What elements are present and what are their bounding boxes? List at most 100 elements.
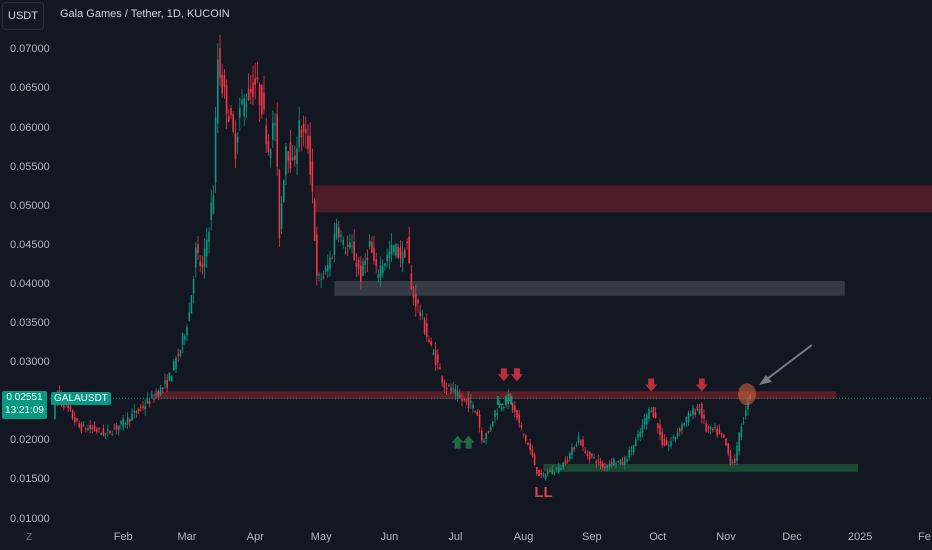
candle-body	[272, 122, 274, 140]
candle-body	[78, 423, 80, 428]
candle-body	[676, 432, 679, 437]
candle-body	[206, 239, 208, 257]
candle-body	[67, 402, 69, 409]
candle-body	[247, 89, 250, 101]
candle-body	[496, 412, 498, 416]
candle-body	[393, 245, 395, 253]
candle-body	[276, 114, 278, 167]
candle-body	[536, 467, 538, 474]
candle-body	[186, 327, 188, 336]
candle-body	[133, 410, 135, 413]
candle-body	[181, 333, 184, 346]
candle-body	[239, 107, 241, 118]
x-tick-label: Nov	[716, 531, 736, 543]
candle-body	[505, 397, 507, 404]
candle-body	[560, 467, 562, 470]
candle-body	[487, 431, 490, 433]
candle-body	[681, 424, 683, 431]
candle-body	[624, 457, 626, 466]
x-tick-label: Feb	[113, 531, 133, 543]
candle-body	[628, 450, 630, 458]
zone-resistance-main	[154, 391, 836, 400]
candle-body	[582, 439, 584, 447]
candle-body	[217, 59, 219, 124]
down-arrow-icon	[511, 368, 523, 382]
candle-body	[298, 120, 300, 147]
candle-body	[263, 92, 265, 110]
candle-body	[542, 474, 545, 476]
candle-body	[140, 406, 142, 408]
candle-body	[423, 318, 426, 334]
zones-layer	[154, 185, 932, 472]
candle-body	[230, 108, 232, 116]
candle-body	[131, 414, 133, 421]
candle-body	[318, 274, 320, 276]
down-arrow-icon	[497, 368, 510, 382]
x-tick-label: Mar	[177, 531, 197, 543]
candle-body	[434, 350, 437, 366]
candle-body	[694, 411, 696, 415]
candle-body	[529, 443, 531, 451]
candle-body	[371, 241, 373, 253]
candle-body	[538, 469, 540, 476]
candle-body	[351, 245, 353, 247]
candle-body	[575, 444, 578, 446]
candle-body	[166, 380, 168, 388]
candle-body	[683, 423, 685, 426]
candle-body	[243, 98, 245, 117]
candle-body	[261, 85, 263, 115]
candle-body	[481, 430, 483, 441]
candle-body	[410, 273, 413, 290]
zone-resistance-top	[314, 185, 932, 213]
candle-body	[632, 445, 635, 453]
candle-body	[448, 384, 450, 386]
y-tick-label: 0.06000	[10, 121, 50, 134]
y-tick-label: 0.06500	[10, 82, 50, 95]
candle-body	[327, 265, 329, 272]
candle-body	[657, 423, 659, 429]
candle-body	[157, 391, 160, 397]
candle-body	[485, 433, 487, 439]
y-tick-label: 0.01000	[10, 512, 50, 525]
candle-body	[331, 257, 333, 259]
candle-body	[571, 447, 573, 455]
candle-body	[168, 372, 171, 381]
candle-body	[608, 464, 611, 467]
candle-body	[690, 414, 692, 417]
candle-body	[228, 116, 230, 122]
candle-body	[659, 424, 661, 435]
y-tick-label: 0.04500	[10, 238, 50, 251]
candle-body	[492, 421, 494, 427]
candle-body	[338, 227, 340, 238]
candle-body	[377, 274, 380, 279]
candle-body	[126, 416, 129, 425]
candle-body	[333, 233, 336, 255]
candle-body	[476, 411, 479, 416]
candle-body	[509, 393, 512, 402]
candle-body	[463, 398, 465, 401]
candle-body	[408, 236, 410, 264]
candle-body	[461, 398, 463, 402]
candle-body	[500, 407, 503, 410]
zoom-button[interactable]: Z	[26, 532, 33, 543]
candle-body	[558, 466, 560, 473]
candle-body	[665, 439, 668, 446]
candle-body	[291, 157, 294, 161]
candle-body	[472, 404, 474, 409]
candle-body	[357, 259, 360, 270]
symbol-button[interactable]: USDT	[2, 2, 44, 30]
candle-body	[236, 137, 239, 143]
candle-body	[179, 350, 182, 356]
candle-body	[256, 77, 259, 80]
candle-body	[432, 352, 435, 355]
candle-body	[322, 276, 325, 278]
up-arrow-icon	[462, 435, 475, 449]
candle-body	[76, 418, 78, 421]
lh-label: LH	[496, 392, 514, 408]
y-tick-label: 0.03500	[10, 317, 50, 329]
candle-body	[267, 141, 270, 153]
candle-body	[745, 410, 747, 416]
candle-body	[188, 312, 190, 321]
candle-body	[404, 249, 406, 258]
